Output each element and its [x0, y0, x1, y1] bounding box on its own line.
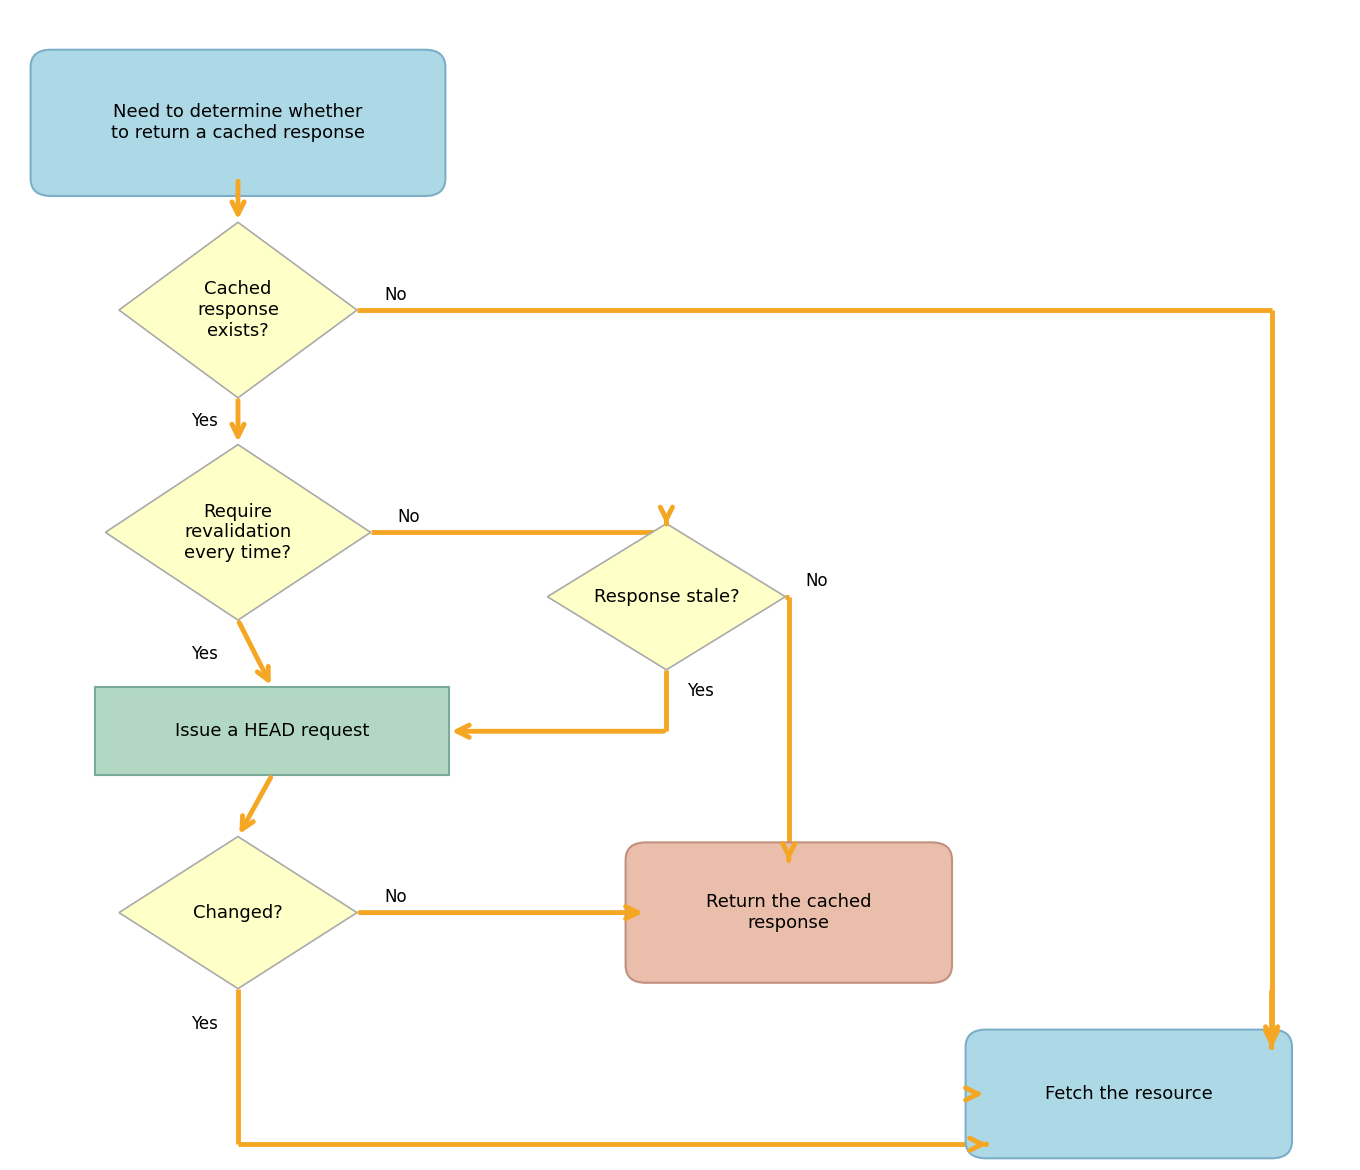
FancyBboxPatch shape	[30, 49, 446, 195]
Polygon shape	[105, 445, 370, 620]
Text: No: No	[384, 888, 407, 907]
Text: No: No	[384, 285, 407, 304]
Text: No: No	[805, 572, 828, 591]
Text: Yes: Yes	[190, 412, 218, 431]
Polygon shape	[547, 524, 786, 669]
Text: Response stale?: Response stale?	[593, 587, 740, 606]
Text: No: No	[397, 508, 420, 526]
FancyBboxPatch shape	[966, 1030, 1292, 1158]
Text: Cached
response
exists?: Cached response exists?	[197, 281, 279, 339]
Text: Yes: Yes	[190, 1014, 218, 1033]
Text: Fetch the resource: Fetch the resource	[1044, 1085, 1213, 1103]
Text: Changed?: Changed?	[193, 903, 283, 922]
Text: Return the cached
response: Return the cached response	[706, 893, 872, 932]
Text: Need to determine whether
to return a cached response: Need to determine whether to return a ca…	[112, 103, 364, 143]
FancyBboxPatch shape	[626, 842, 952, 983]
Text: Yes: Yes	[190, 645, 218, 662]
Text: Yes: Yes	[687, 682, 714, 700]
Polygon shape	[120, 222, 356, 398]
Text: Require
revalidation
every time?: Require revalidation every time?	[185, 503, 291, 562]
FancyBboxPatch shape	[95, 687, 449, 775]
Polygon shape	[120, 837, 356, 989]
Text: Issue a HEAD request: Issue a HEAD request	[175, 722, 369, 741]
